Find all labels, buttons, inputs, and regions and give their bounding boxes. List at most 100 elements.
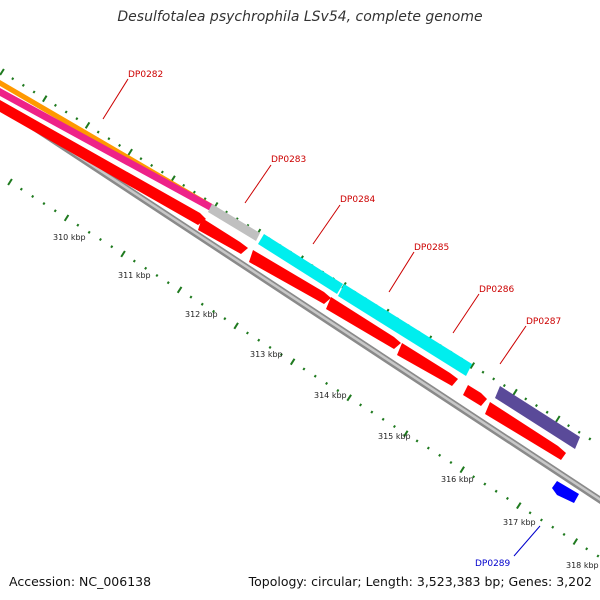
cyan-feature-dp0285-dp0286 — [338, 284, 472, 376]
scale-tick-minor — [359, 403, 363, 407]
outer-tick-minor — [182, 183, 186, 187]
outer-tick-minor — [21, 83, 25, 87]
scale-tick-minor — [449, 460, 453, 465]
outer-tick-minor — [150, 163, 154, 167]
scale-tick-minor — [200, 302, 204, 306]
scale-tick-minor — [313, 374, 317, 378]
scale-label-316-kbp: 316 kbp — [441, 475, 474, 484]
outer-tick-major — [469, 362, 476, 370]
outer-tick-minor — [492, 377, 496, 381]
scale-label-314-kbp: 314 kbp — [314, 391, 347, 400]
scale-label-317-kbp: 317 kbp — [503, 518, 536, 527]
scale-tick-minor — [87, 230, 91, 234]
leader-line-dp0286 — [452, 293, 480, 334]
scale-label-310-kbp: 310 kbp — [53, 233, 86, 242]
scale-tick-minor — [302, 367, 306, 371]
scale-tick-minor — [257, 338, 261, 342]
outer-tick-major — [42, 95, 48, 103]
gene-label-dp0287: DP0287 — [526, 317, 561, 327]
indigo-feature-dp0287 — [495, 386, 580, 449]
accession-text: Accession: NC_006138 — [9, 574, 152, 589]
scale-tick-major — [403, 430, 409, 438]
scale-tick-minor — [551, 525, 555, 529]
gene-label-dp0283: DP0283 — [271, 155, 306, 165]
scale-tick-minor — [392, 424, 396, 429]
scale-tick-minor — [42, 202, 46, 206]
gene-label-dp0282: DP0282 — [128, 70, 163, 80]
cds-arrow-dp0286 — [397, 343, 458, 386]
cds-arrow-dp0289 — [552, 481, 579, 503]
leader-line-dp0289 — [513, 525, 541, 557]
scale-tick-minor — [76, 223, 80, 227]
scale-tick-minor — [132, 259, 136, 263]
scale-tick-major — [7, 178, 13, 186]
scale-label-315-kbp: 315 kbp — [378, 432, 411, 441]
scale-tick-minor — [166, 281, 170, 285]
scale-tick-ring — [7, 178, 600, 558]
scale-tick-minor — [562, 532, 566, 536]
scale-tick-minor — [539, 518, 543, 522]
scale-tick-minor — [279, 353, 283, 357]
scale-tick-minor — [110, 245, 114, 249]
scale-tick-minor — [268, 345, 272, 349]
scale-label-318-kbp: 318 kbp — [566, 561, 599, 570]
magenta-feature-band — [0, 88, 214, 213]
scale-tick-minor — [19, 187, 23, 191]
cds-arrow-dp0282 — [0, 100, 206, 225]
outer-tick-minor — [107, 137, 111, 141]
outer-tick-minor — [502, 383, 506, 388]
outer-tick-minor — [53, 103, 57, 107]
cyan-feature-dp0284 — [258, 234, 343, 294]
outer-tick-minor — [75, 117, 79, 121]
scale-tick-major — [516, 502, 522, 510]
cds-arrow-dp0283 — [198, 218, 248, 254]
outer-tick-minor — [160, 170, 164, 174]
scale-tick-minor — [212, 309, 216, 314]
outer-tick-minor — [534, 404, 538, 408]
outer-tick-minor — [524, 397, 528, 401]
scale-tick-minor — [31, 194, 35, 198]
scale-label-311-kbp: 311 kbp — [118, 271, 151, 280]
outer-tick-minor — [64, 110, 68, 114]
scale-tick-minor — [223, 317, 227, 321]
outer-tick-minor — [577, 430, 581, 434]
scale-tick-minor — [381, 417, 385, 421]
gene-label-dp0285: DP0285 — [414, 243, 449, 253]
cds-arrow-dp0285 — [326, 297, 401, 349]
leader-line-dp0284 — [312, 204, 341, 245]
outer-tick-major — [512, 388, 518, 396]
outer-tick-minor — [192, 190, 196, 194]
scale-tick-major — [572, 538, 579, 546]
outer-tick-major — [84, 121, 91, 129]
scale-tick-major — [120, 250, 126, 258]
outer-tick-minor — [139, 157, 143, 161]
outer-tick-minor — [32, 90, 36, 94]
outer-tick-major — [555, 415, 561, 423]
leader-line-dp0285 — [388, 251, 415, 293]
scale-tick-minor — [596, 554, 600, 558]
outer-tick-major — [0, 68, 5, 76]
scale-tick-minor — [483, 482, 487, 486]
scale-tick-major — [289, 358, 296, 366]
outer-tick-minor — [588, 437, 592, 441]
outer-tick-major — [127, 148, 133, 156]
leader-line-dp0283 — [244, 164, 272, 204]
scale-tick-major — [63, 214, 70, 222]
cds-arrow-dp0287 — [485, 402, 566, 460]
scale-tick-major — [176, 286, 183, 294]
gray-feature-dp0283 — [208, 204, 260, 241]
scale-tick-minor — [336, 388, 340, 393]
leader-line-dp0287 — [499, 325, 527, 365]
scale-tick-minor — [370, 410, 374, 414]
scale-tick-minor — [98, 237, 102, 242]
scale-tick-minor — [585, 547, 589, 551]
gene-label-dp0286: DP0286 — [479, 285, 515, 295]
leader-line-dp0282 — [102, 78, 129, 120]
scale-tick-minor — [245, 331, 249, 335]
scale-tick-minor — [189, 295, 193, 299]
gene-label-dp0284: DP0284 — [340, 195, 376, 205]
scale-tick-minor — [155, 273, 159, 278]
outer-tick-minor — [96, 130, 100, 134]
genome-summary-text: Topology: circular; Length: 3,523,383 bp… — [248, 574, 592, 589]
